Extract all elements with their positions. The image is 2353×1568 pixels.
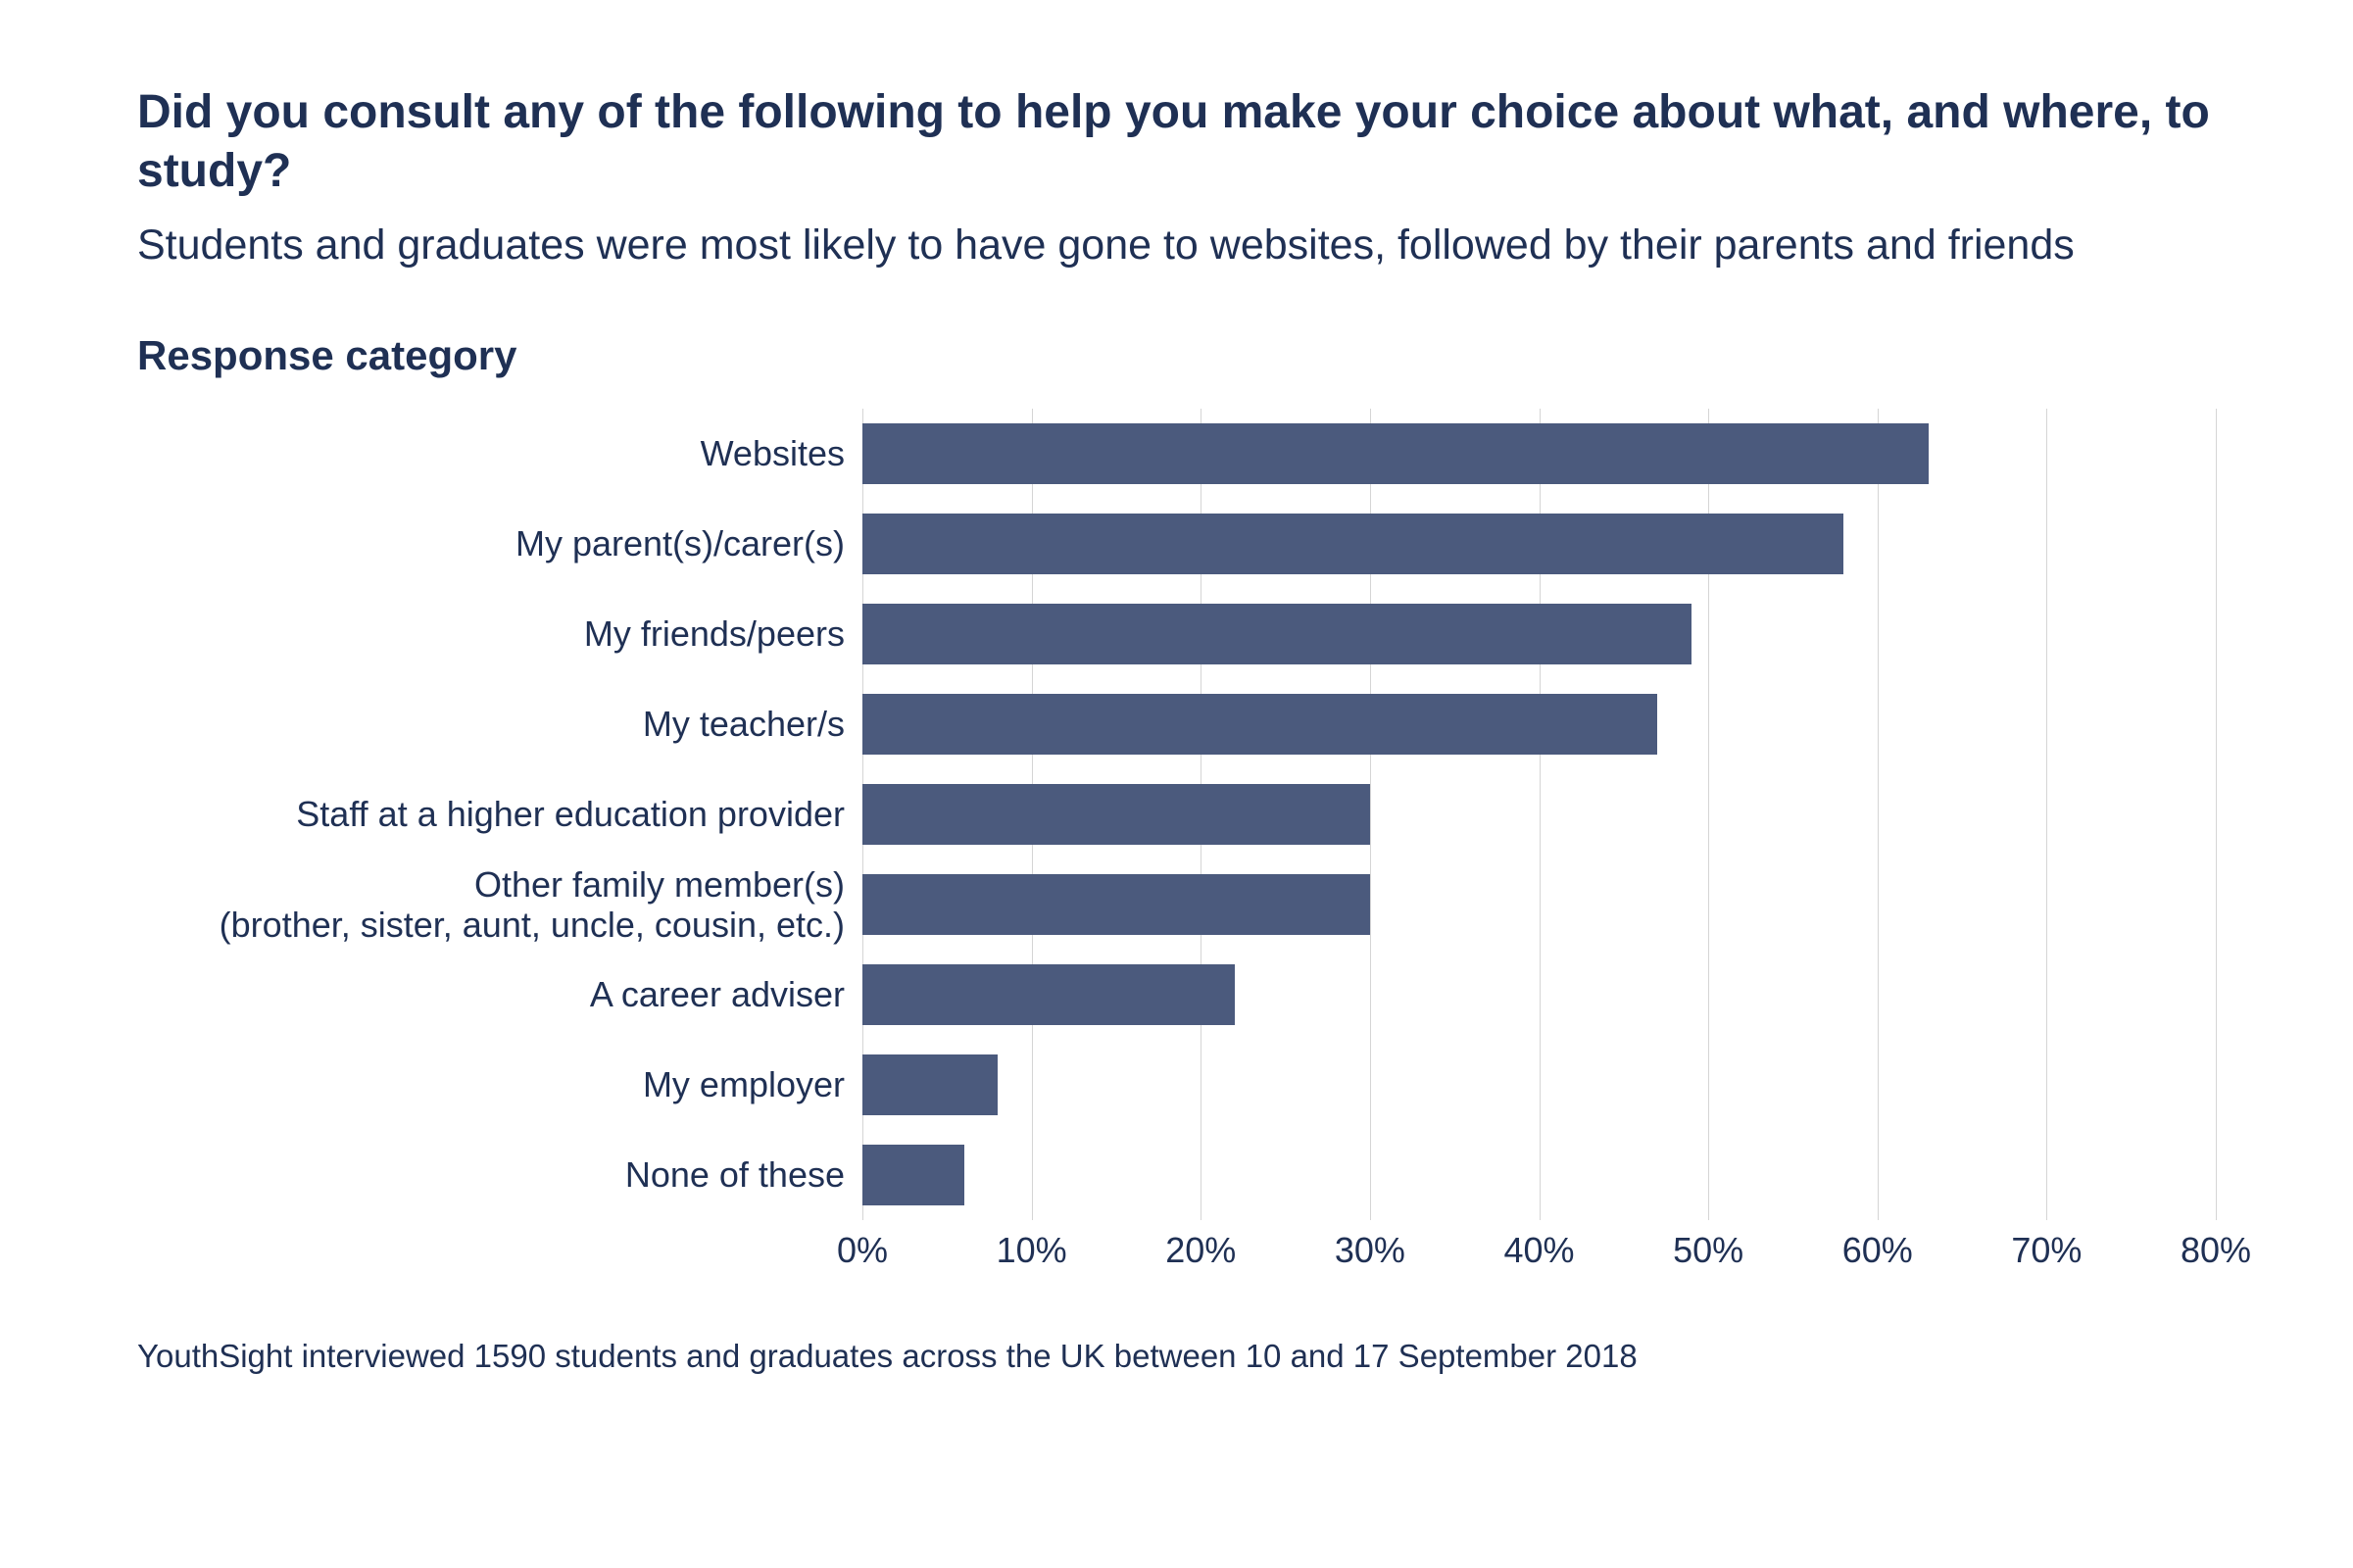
x-tick-label: 30% [1335, 1230, 1405, 1271]
category-labels-column: Websites My parent(s)/carer(s) My friends/… [137, 409, 862, 1220]
bar [862, 1054, 998, 1115]
bar [862, 874, 1370, 935]
chart-container: Did you consult any of the following to … [0, 0, 2353, 1568]
plot-area: Websites My parent(s)/carer(s) My friends/… [137, 409, 2216, 1220]
x-tick-label: 20% [1165, 1230, 1236, 1271]
bars-column [862, 409, 2216, 1220]
x-axis: 0%10%20%30%40%50%60%70%80% [137, 1224, 2216, 1279]
chart-title: Did you consult any of the following to … [137, 83, 2216, 201]
bar [862, 514, 1843, 574]
category-label: A career adviser [137, 974, 845, 1014]
bar [862, 964, 1235, 1025]
category-label: My employer [137, 1064, 845, 1104]
x-axis-ticks: 0%10%20%30%40%50%60%70%80% [862, 1224, 2216, 1279]
x-tick-label: 70% [2011, 1230, 2082, 1271]
x-tick-label: 10% [997, 1230, 1067, 1271]
x-tick-label: 60% [1842, 1230, 1913, 1271]
bar [862, 784, 1370, 845]
bar [862, 694, 1657, 755]
category-label: None of these [137, 1154, 845, 1195]
x-tick-label: 0% [837, 1230, 888, 1271]
chart-footnote: YouthSight interviewed 1590 students and… [137, 1338, 2216, 1375]
bar [862, 423, 1929, 484]
category-label: Staff at a higher education provider [137, 794, 845, 834]
x-tick-label: 40% [1503, 1230, 1574, 1271]
category-label: Other family member(s)(brother, sister, … [137, 864, 845, 946]
bar [862, 1145, 964, 1205]
gridline [2216, 409, 2217, 1220]
category-label: My friends/peers [137, 613, 845, 654]
category-label: Websites [137, 433, 845, 473]
bar [862, 604, 1691, 664]
x-tick-label: 50% [1673, 1230, 1743, 1271]
category-label: My parent(s)/carer(s) [137, 523, 845, 564]
chart-subtitle: Students and graduates were most likely … [137, 219, 2216, 273]
category-label: My teacher/s [137, 704, 845, 744]
y-axis-label: Response category [137, 332, 2216, 379]
x-tick-label: 80% [2181, 1230, 2251, 1271]
